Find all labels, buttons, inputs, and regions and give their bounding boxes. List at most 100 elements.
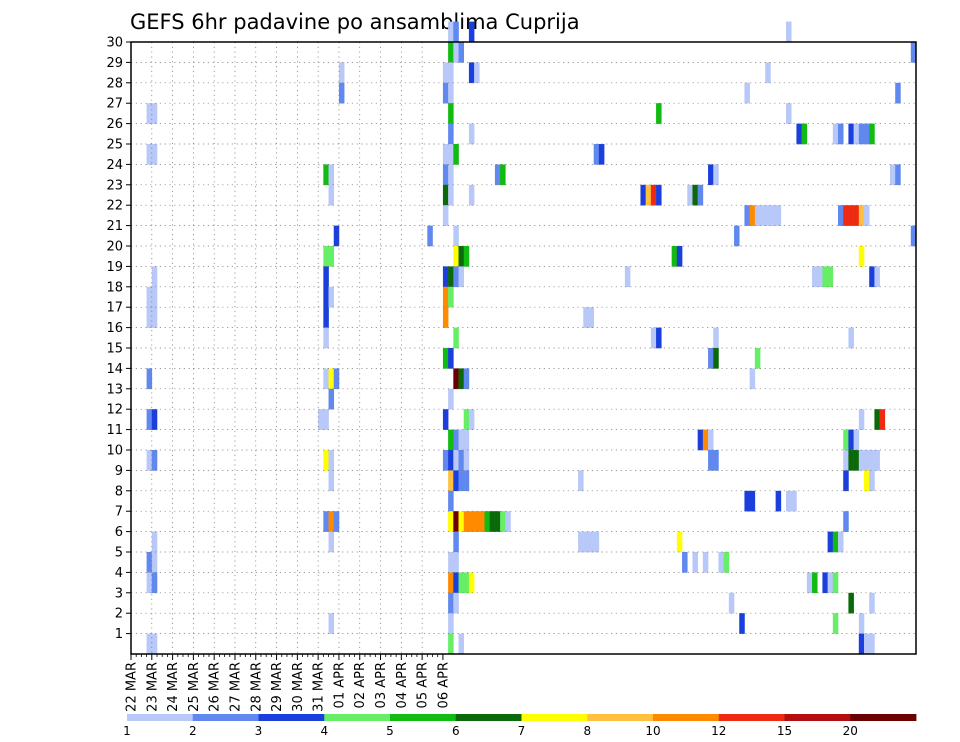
precip-cell — [448, 348, 454, 369]
colorbar-swatch — [718, 714, 785, 721]
precip-cell — [671, 246, 678, 267]
precip-cell — [328, 511, 335, 532]
precip-cell — [453, 368, 459, 390]
y-tick-label: 19 — [106, 260, 123, 275]
precip-cell — [869, 450, 875, 471]
precip-cell — [775, 205, 782, 226]
precip-cell — [848, 205, 854, 226]
precip-cell — [869, 633, 875, 655]
colorbar-swatch — [192, 714, 259, 721]
precip-cell — [838, 123, 844, 145]
precip-cell — [328, 531, 335, 553]
precip-cell — [328, 286, 335, 308]
precip-cell — [442, 82, 449, 104]
precip-cell — [323, 409, 329, 430]
precip-cell — [848, 327, 854, 349]
precip-cell — [853, 123, 860, 145]
precip-cell — [448, 82, 454, 104]
precip-cell — [702, 429, 709, 451]
precip-cell — [151, 552, 158, 573]
y-tick-label: 30 — [106, 36, 123, 51]
precip-cell — [864, 123, 870, 145]
precip-cell — [442, 286, 449, 308]
precip-cell — [749, 205, 756, 226]
precip-cell — [442, 266, 449, 288]
precip-cell — [448, 490, 454, 512]
colorbar-label: 5 — [386, 724, 394, 738]
precip-cell — [468, 21, 475, 43]
precip-cell — [822, 572, 828, 594]
precip-cell — [713, 164, 719, 186]
precip-cell — [500, 511, 506, 532]
y-tick-label: 22 — [106, 199, 123, 214]
precip-cell — [333, 225, 340, 247]
precip-cell — [333, 511, 340, 532]
precip-cell — [858, 633, 865, 655]
precip-cell — [692, 552, 698, 573]
precip-cell — [458, 368, 465, 390]
precip-cell — [640, 184, 646, 206]
precip-cell — [754, 205, 761, 226]
colorbar-swatch — [324, 714, 391, 721]
precip-cell — [146, 552, 153, 573]
precip-cell — [453, 42, 459, 63]
x-tick-label: 01 APR — [332, 662, 347, 708]
y-tick-label: 20 — [106, 240, 123, 255]
precip-cell — [463, 429, 470, 451]
precip-cell — [448, 613, 454, 634]
precip-cell — [448, 633, 454, 655]
precip-cell — [578, 531, 584, 553]
colorbar-swatch — [587, 714, 654, 721]
precip-cell — [822, 266, 828, 288]
colorbar-label: 20 — [843, 724, 858, 738]
precip-cell — [463, 511, 470, 532]
x-tick-label: 22 MAR — [125, 662, 140, 712]
precip-cell — [458, 572, 465, 594]
y-tick-label: 27 — [106, 97, 123, 112]
precip-cell — [453, 246, 459, 267]
precip-cell — [858, 450, 865, 471]
precip-cell — [744, 205, 750, 226]
colorbar-label: 6 — [452, 724, 460, 738]
y-tick-label: 26 — [106, 117, 123, 132]
precip-cell — [323, 266, 329, 288]
y-tick-label: 11 — [106, 423, 123, 438]
precip-cell — [910, 225, 917, 247]
precip-cell — [146, 409, 153, 430]
precip-cell — [453, 470, 459, 492]
precip-cell — [827, 531, 834, 553]
colorbar-label: 1 — [123, 724, 131, 738]
precip-cell — [333, 368, 340, 390]
precip-cell — [151, 450, 158, 471]
precip-cell — [593, 531, 600, 553]
precip-cell — [458, 429, 465, 451]
precip-cell — [458, 511, 465, 532]
precip-cell — [796, 123, 802, 145]
precip-cell — [713, 327, 719, 349]
x-tick-label: 06 APR — [436, 662, 451, 708]
y-tick-label: 3 — [115, 586, 123, 601]
y-tick-label: 25 — [106, 138, 123, 153]
precip-cell — [848, 123, 854, 145]
colorbar-swatch — [127, 714, 194, 721]
precip-cell — [744, 82, 750, 104]
colorbar-swatch — [390, 714, 457, 721]
precip-cell — [463, 450, 470, 471]
precip-cell — [687, 184, 693, 206]
precip-cell — [786, 103, 792, 124]
precip-cell — [588, 307, 594, 328]
precip-cell — [832, 531, 839, 553]
precip-cell — [468, 511, 475, 532]
precip-cell — [146, 450, 153, 471]
precip-cell — [458, 42, 465, 63]
precip-cell — [448, 572, 454, 594]
gridlines — [131, 41, 916, 654]
precip-cell — [848, 450, 854, 471]
precip-cell — [853, 205, 860, 226]
precip-cell — [323, 511, 329, 532]
colorbar-label: 8 — [583, 724, 591, 738]
colorbar-label: 12 — [711, 724, 726, 738]
colorbar-swatch — [258, 714, 325, 721]
x-axis: 22 MAR 23 MAR 24 MAR 25 MAR 26 MAR 27 MAR 28 M… — [125, 654, 451, 712]
precip-cell — [458, 633, 465, 655]
